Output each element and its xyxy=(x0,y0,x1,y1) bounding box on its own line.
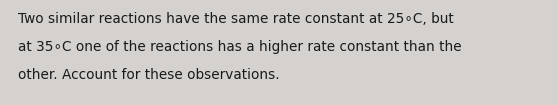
Text: Two similar reactions have the same rate constant at 25∘C, but: Two similar reactions have the same rate… xyxy=(18,12,454,26)
Text: at 35∘C one of the reactions has a higher rate constant than the: at 35∘C one of the reactions has a highe… xyxy=(18,40,461,54)
Text: other. Account for these observations.: other. Account for these observations. xyxy=(18,68,280,82)
